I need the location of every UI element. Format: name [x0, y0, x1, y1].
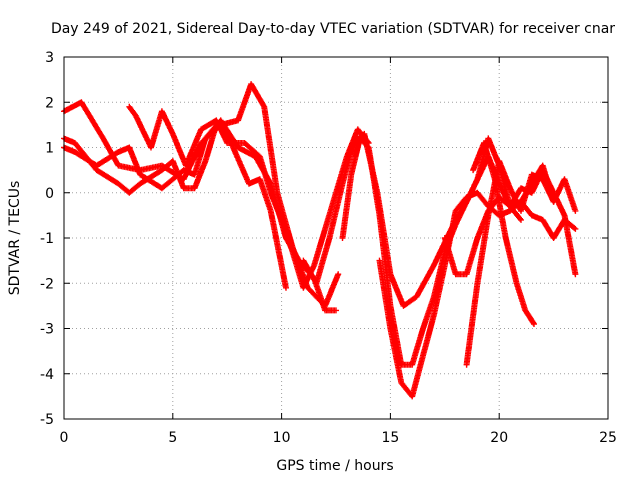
y-tick-label: 1	[45, 141, 54, 157]
series-markers	[61, 117, 339, 314]
y-tick-label: 2	[45, 95, 54, 111]
y-axis-label: SDTVAR / TECUs	[7, 181, 23, 296]
series-track-c	[61, 121, 289, 291]
series-track-g	[376, 162, 557, 400]
x-axis-label: GPS time / hours	[276, 458, 393, 474]
y-tick-label: -2	[40, 276, 54, 292]
x-tick-label: 0	[60, 430, 69, 446]
x-tick-label: 10	[273, 430, 291, 446]
series-track-b	[61, 117, 339, 314]
x-tick-label: 5	[168, 430, 177, 446]
y-tick-label: 0	[45, 186, 54, 202]
series-markers	[463, 158, 579, 368]
data-marks	[61, 81, 579, 400]
series-track-i	[463, 158, 579, 368]
y-tick-label: -5	[40, 412, 54, 428]
grid	[64, 57, 608, 419]
y-tick-label: -3	[40, 322, 54, 338]
x-tick-labels: 0 5 10 15 20 25	[60, 430, 617, 446]
x-tick-label: 25	[599, 430, 617, 446]
x-tick-label: 20	[490, 430, 508, 446]
chart-title: Day 249 of 2021, Sidereal Day-to-day VTE…	[51, 21, 615, 37]
y-tick-label: -4	[40, 367, 54, 383]
series-markers	[470, 140, 537, 327]
plot-frame	[63, 56, 609, 420]
y-tick-labels: -5 -4 -3 -2 -1 0 1 2 3	[40, 50, 54, 428]
y-tick-label: -1	[40, 231, 54, 247]
series-markers	[126, 103, 372, 291]
series-markers	[376, 162, 557, 400]
series-markers	[61, 121, 289, 291]
y-tick-label: 3	[45, 50, 54, 66]
series-track-j	[470, 140, 537, 327]
x-tick-label: 15	[381, 430, 399, 446]
series-track-d	[126, 103, 372, 291]
